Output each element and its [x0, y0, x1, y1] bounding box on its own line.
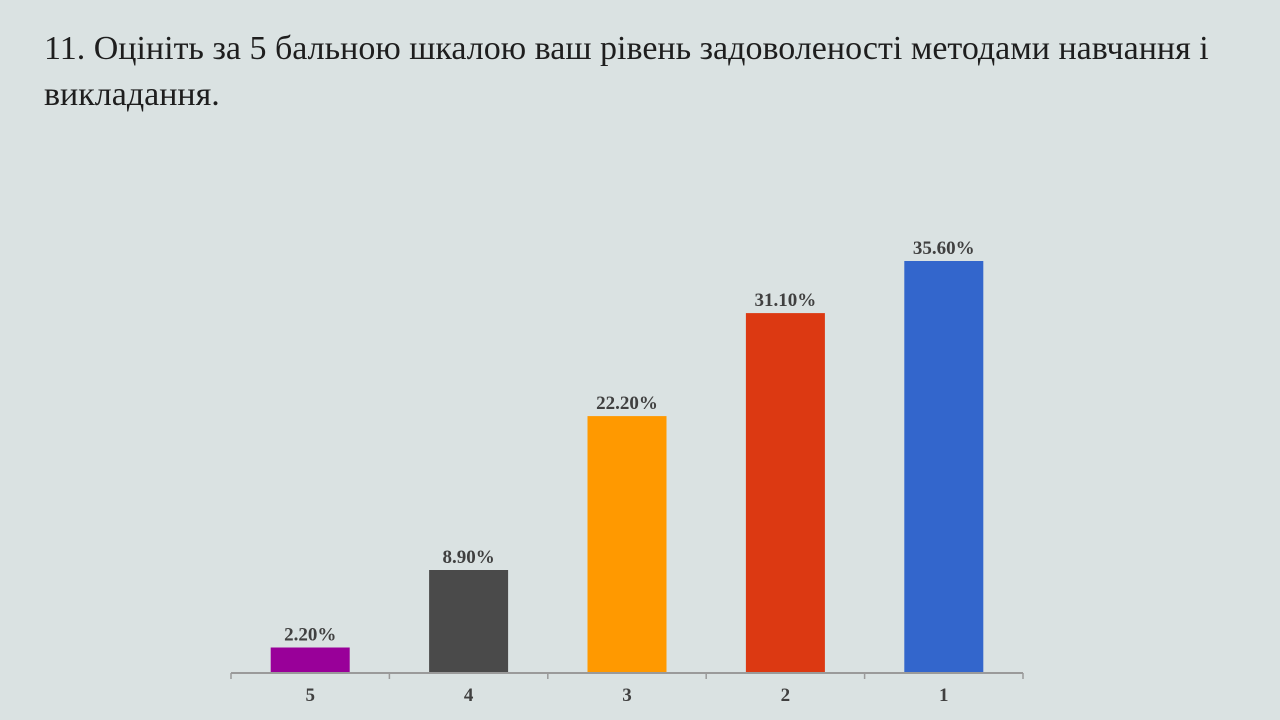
bars-group [270, 261, 984, 673]
bar-1 [904, 261, 984, 673]
value-label-1: 35.60% [913, 238, 975, 259]
value-label-4: 8.90% [442, 547, 494, 568]
value-label-5: 2.20% [284, 625, 336, 646]
x-axis: 5 4 3 2 1 [230, 672, 1024, 706]
value-labels-group: 2.20% 8.90% 22.20% 31.10% 35.60% [284, 238, 975, 646]
value-label-2: 31.10% [755, 290, 817, 311]
bar-2 [745, 313, 825, 673]
x-tick-label-2: 2 [781, 685, 791, 706]
x-tick-label-3: 3 [622, 685, 632, 706]
bar-3 [587, 416, 667, 673]
x-tick-label-1: 1 [939, 685, 949, 706]
page-title: 11. Оцініть за 5 бальною шкалою ваш ріве… [44, 30, 1209, 113]
bar-4 [429, 570, 509, 673]
x-tick-label-5: 5 [305, 685, 315, 706]
value-label-3: 22.20% [596, 393, 658, 414]
x-tick-label-4: 4 [464, 685, 474, 706]
bar-5 [270, 647, 350, 673]
